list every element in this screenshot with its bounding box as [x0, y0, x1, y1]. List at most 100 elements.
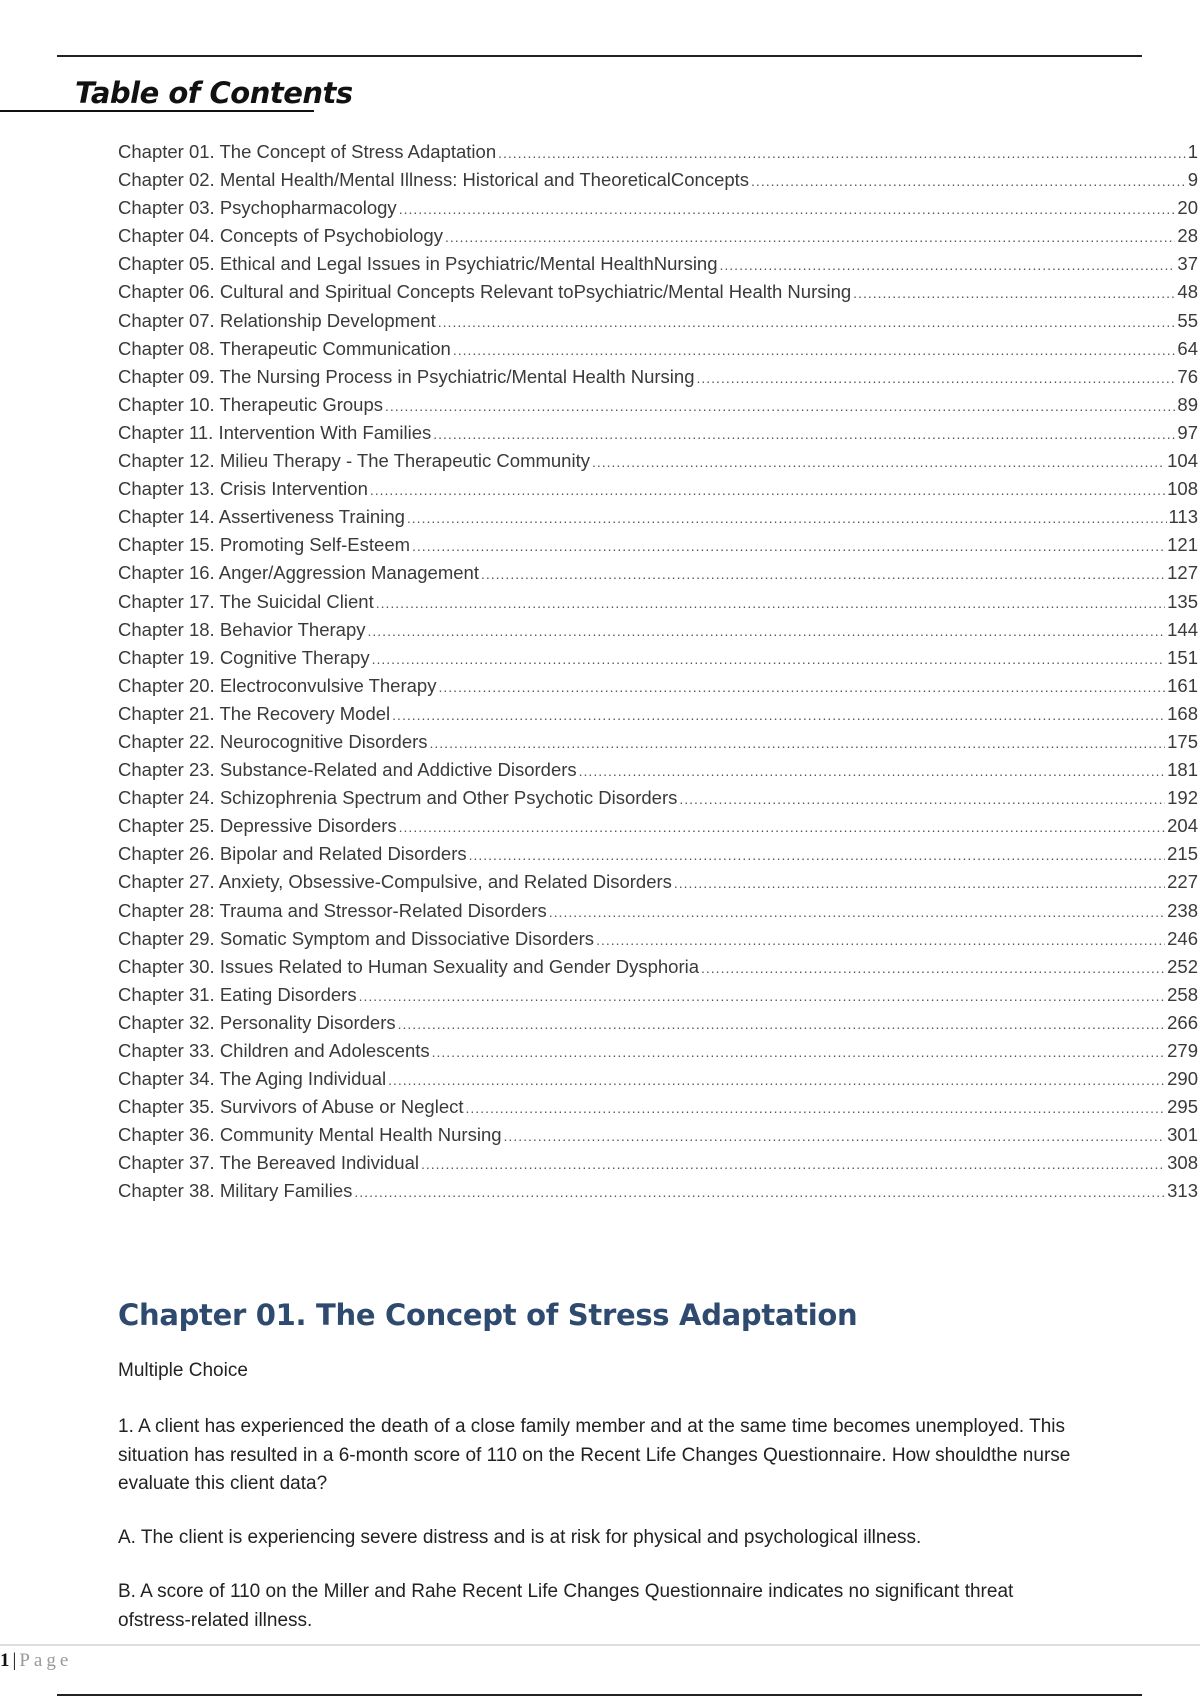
toc-entry-page: 20 [1177, 197, 1198, 219]
toc-entry[interactable]: Chapter 14. Assertiveness Training 113 [118, 506, 1198, 534]
toc-entry-page: 121 [1167, 534, 1198, 556]
toc-dot-leader [701, 960, 1165, 976]
toc-entry[interactable]: Chapter 37. The Bereaved Individual 308 [118, 1152, 1198, 1180]
toc-entry[interactable]: Chapter 24. Schizophrenia Spectrum and O… [118, 787, 1198, 815]
toc-dot-leader [592, 454, 1165, 470]
header-rule [57, 55, 1142, 57]
toc-entry-page: 181 [1167, 759, 1198, 781]
toc-dot-leader [453, 342, 1176, 358]
toc-entry-label: Chapter 01. The Concept of Stress Adapta… [118, 141, 497, 162]
toc-entry[interactable]: Chapter 28: Trauma and Stressor-Related … [118, 900, 1198, 928]
toc-entry[interactable]: Chapter 01. The Concept of Stress Adapta… [118, 141, 1198, 169]
toc-entry[interactable]: Chapter 04. Concepts of Psychobiology 28 [118, 225, 1198, 253]
toc-entry-page: 258 [1167, 983, 1198, 1005]
toc-entry-page: 37 [1177, 253, 1198, 275]
toc-entry-page: 89 [1177, 393, 1198, 415]
toc-entry[interactable]: Chapter 26. Bipolar and Related Disorder… [118, 843, 1198, 871]
page-footer: 1 | Page [0, 1650, 72, 1672]
toc-entry-page: 108 [1167, 478, 1198, 500]
toc-dot-leader [354, 1184, 1165, 1200]
toc-entry-page: 308 [1167, 1152, 1198, 1174]
toc-entry[interactable]: Chapter 30. Issues Related to Human Sexu… [118, 956, 1198, 984]
toc-entry[interactable]: Chapter 35. Survivors of Abuse or Neglec… [118, 1096, 1198, 1124]
toc-dot-leader [679, 791, 1165, 807]
toc-entry[interactable]: Chapter 23. Substance-Related and Addict… [118, 759, 1198, 787]
toc-entry[interactable]: Chapter 32. Personality Disorders 266 [118, 1012, 1198, 1040]
toc-entry-label: Chapter 04. Concepts of Psychobiology [118, 225, 443, 247]
toc-entry[interactable]: Chapter 16. Anger/Aggression Management 1… [118, 562, 1198, 590]
toc-entry-page: 9 [1187, 169, 1198, 191]
footer-separator: | [12, 1650, 17, 1671]
toc-entry-page: 301 [1167, 1124, 1198, 1146]
toc-entry-label: Chapter 37. The Bereaved Individual [118, 1152, 419, 1174]
toc-entry[interactable]: Chapter 33. Children and Adolescents 279 [118, 1040, 1198, 1068]
toc-dot-leader [596, 932, 1165, 948]
toc-entry-page: 144 [1167, 618, 1198, 640]
toc-entry[interactable]: Chapter 38. Military Families 313 [118, 1180, 1198, 1208]
toc-entry[interactable]: Chapter 27. Anxiety, Obsessive-Compulsiv… [118, 871, 1198, 899]
toc-entry-label: Chapter 26. Bipolar and Related Disorder… [118, 843, 467, 865]
toc-dot-leader [385, 398, 1175, 414]
toc-dot-leader [398, 1016, 1165, 1032]
toc-entry[interactable]: Chapter 12. Milieu Therapy - The Therape… [118, 450, 1198, 478]
toc-entry[interactable]: Chapter 29. Somatic Symptom and Dissocia… [118, 928, 1198, 956]
toc-entry[interactable]: Chapter 13. Crisis Intervention 108 [118, 478, 1198, 506]
chapter-heading: Chapter 01. The Concept of Stress Adapta… [118, 1298, 858, 1332]
toc-entry-label: Chapter 36. Community Mental Health Nurs… [118, 1124, 502, 1146]
table-of-contents: Chapter 01. The Concept of Stress Adapta… [118, 141, 1198, 1209]
toc-entry[interactable]: Chapter 36. Community Mental Health Nurs… [118, 1124, 1198, 1152]
toc-entry-page: 104 [1167, 450, 1198, 472]
toc-entry-label: Chapter 38. Military Families [118, 1180, 353, 1202]
section-label: Multiple Choice [118, 1360, 248, 1381]
toc-entry[interactable]: Chapter 31. Eating Disorders 258 [118, 984, 1198, 1012]
toc-entry[interactable]: Chapter 10. Therapeutic Groups 89 [118, 394, 1198, 422]
toc-entry[interactable]: Chapter 25. Depressive Disorders 204 [118, 815, 1198, 843]
toc-entry-page: 204 [1167, 815, 1198, 837]
toc-entry[interactable]: Chapter 11. Intervention With Families 97 [118, 422, 1198, 450]
toc-entry-label: Chapter 09. The Nursing Process in Psych… [118, 365, 695, 387]
toc-entry[interactable]: Chapter 22. Neurocognitive Disorders 175 [118, 731, 1198, 759]
toc-entry[interactable]: Chapter 20. Electroconvulsive Therapy 161 [118, 675, 1198, 703]
toc-dot-leader [421, 1156, 1165, 1172]
toc-entry-page: 97 [1177, 421, 1198, 443]
toc-title-underline [0, 110, 314, 112]
toc-entry-label: Chapter 05. Ethical and Legal Issues in … [118, 253, 718, 275]
toc-entry-page: 279 [1167, 1040, 1198, 1061]
toc-entry-page: 227 [1167, 871, 1198, 893]
toc-dot-leader [697, 370, 1176, 386]
toc-entry[interactable]: Chapter 03. Psychopharmacology 20 [118, 197, 1198, 225]
toc-entry[interactable]: Chapter 05. Ethical and Legal Issues in … [118, 253, 1198, 281]
toc-entry[interactable]: Chapter 15. Promoting Self-Esteem 121 [118, 534, 1198, 562]
toc-entry-page: 295 [1167, 1096, 1198, 1118]
toc-entry-label: Chapter 07. Relationship Development [118, 309, 436, 331]
toc-entry-label: Chapter 34. The Aging Individual [118, 1068, 387, 1090]
toc-entry-label: Chapter 32. Personality Disorders [118, 1011, 396, 1033]
toc-entry[interactable]: Chapter 08. Therapeutic Communication 64 [118, 338, 1198, 366]
toc-entry[interactable]: Chapter 02. Mental Health/Mental Illness… [118, 169, 1198, 197]
toc-entry-label: Chapter 11. Intervention With Families [118, 421, 432, 443]
toc-entry-label: Chapter 28: Trauma and Stressor-Related … [118, 899, 547, 921]
toc-dot-leader [368, 623, 1166, 639]
toc-entry-label: Chapter 24. Schizophrenia Spectrum and O… [118, 787, 678, 809]
toc-entry[interactable]: Chapter 18. Behavior Therapy 144 [118, 619, 1198, 647]
toc-dot-leader [430, 735, 1166, 751]
toc-dot-leader [433, 426, 1175, 442]
toc-entry[interactable]: Chapter 07. Relationship Development 55 [118, 310, 1198, 338]
page-number: 1 [0, 1650, 10, 1671]
toc-entry[interactable]: Chapter 06. Cultural and Spiritual Conce… [118, 281, 1198, 309]
toc-entry-label: Chapter 13. Crisis Intervention [118, 478, 368, 500]
toc-entry[interactable]: Chapter 19. Cognitive Therapy 151 [118, 647, 1198, 675]
toc-entry[interactable]: Chapter 09. The Nursing Process in Psych… [118, 366, 1198, 394]
toc-dot-leader [432, 1044, 1166, 1060]
toc-entry-label: Chapter 19. Cognitive Therapy [118, 646, 370, 668]
toc-entry-page: 246 [1167, 927, 1198, 949]
question-text: 1. A client has experienced the death of… [118, 1416, 1071, 1494]
toc-entry-label: Chapter 27. Anxiety, Obsessive-Compulsiv… [118, 871, 672, 893]
toc-dot-leader [853, 285, 1175, 301]
toc-entry[interactable]: Chapter 17. The Suicidal Client 135 [118, 591, 1198, 619]
footer-divider [0, 1644, 1200, 1646]
toc-entry[interactable]: Chapter 34. The Aging Individual 290 [118, 1068, 1198, 1096]
toc-entry-page: 168 [1167, 702, 1198, 724]
toc-entry-label: Chapter 03. Psychopharmacology [118, 197, 397, 219]
toc-entry[interactable]: Chapter 21. The Recovery Model 168 [118, 703, 1198, 731]
